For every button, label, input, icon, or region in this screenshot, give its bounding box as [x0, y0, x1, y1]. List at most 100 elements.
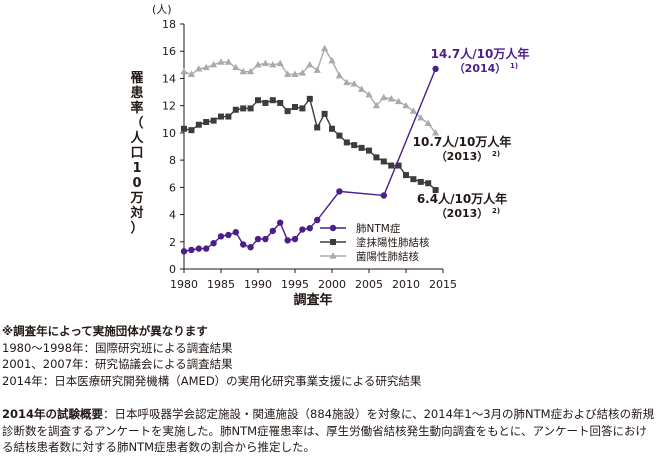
data-point: [403, 172, 409, 179]
data-point: [343, 139, 350, 146]
annotation-footnote: 2): [492, 150, 500, 158]
data-point: [388, 162, 395, 169]
data-point: [247, 244, 254, 251]
annotation-value: 10.7人/10万人年: [413, 134, 512, 149]
data-point: [321, 44, 329, 52]
data-point: [424, 119, 432, 126]
data-point: [254, 235, 262, 243]
x-tick-label: 2000: [318, 278, 346, 291]
data-point: [365, 90, 373, 98]
x-tick-label: 2015: [429, 278, 457, 291]
legend-label: 肺NTM症: [356, 222, 401, 235]
legend-label: 塗抹陽性肺結核: [356, 236, 430, 249]
data-point: [217, 233, 225, 240]
series-line: [183, 68, 437, 252]
data-point: [203, 245, 210, 252]
y-unit-label: (人): [152, 3, 172, 16]
legend-label: 菌陽性肺結核: [356, 250, 419, 263]
data-point: [188, 246, 195, 254]
data-point: [195, 245, 202, 252]
data-point: [217, 58, 225, 65]
data-point: [247, 105, 254, 112]
legend-marker: [330, 239, 336, 245]
data-point: [380, 158, 387, 165]
data-point: [188, 127, 195, 134]
data-point: [240, 105, 247, 112]
y-axis-title-char: 罹: [130, 71, 143, 86]
data-point: [210, 239, 217, 247]
data-point: [240, 241, 247, 248]
series-circle: [180, 65, 439, 255]
data-point: [210, 117, 217, 124]
y-axis-title-char: 対: [129, 205, 143, 221]
y-axis-title-char: 率: [130, 100, 143, 116]
data-point: [336, 188, 343, 195]
x-tick-label: 2010: [392, 278, 420, 291]
value-annotation: 10.7人/10万人年（2013） 2): [413, 134, 512, 163]
data-point: [306, 95, 313, 102]
y-tick-label: 18: [162, 18, 176, 31]
notes-line: 1980〜1998年：国際研究班による調査結果: [2, 340, 233, 355]
data-point: [372, 101, 380, 109]
y-tick-label: 4: [169, 209, 176, 222]
data-point: [284, 108, 291, 115]
y-tick-label: 8: [169, 154, 176, 167]
data-point: [299, 226, 306, 233]
y-axis-title-char: 0: [132, 176, 141, 191]
data-point: [247, 67, 255, 75]
data-point: [269, 61, 277, 68]
data-point: [314, 124, 321, 131]
data-point: [195, 65, 203, 72]
data-point: [254, 61, 262, 68]
data-point: [328, 56, 336, 64]
annotation-footnote: 1): [510, 62, 518, 70]
y-axis-title-char: 1: [132, 161, 141, 176]
data-point: [218, 113, 224, 120]
data-point: [232, 63, 240, 71]
annotation-value: 6.4人/10万人年: [417, 191, 507, 206]
series-triangle: [180, 44, 440, 136]
data-point: [291, 235, 299, 243]
data-point: [180, 248, 188, 255]
data-point: [329, 125, 335, 132]
data-point: [195, 121, 202, 128]
data-point: [291, 70, 299, 77]
data-point: [335, 71, 343, 79]
data-point: [358, 85, 366, 92]
annotation-year: （2013）: [436, 207, 489, 220]
value-annotation: 14.7人/10万人年（2014） 1): [431, 46, 530, 75]
data-point: [432, 187, 439, 194]
data-point: [432, 65, 439, 73]
y-tick-label: 12: [162, 100, 176, 113]
data-point: [380, 192, 387, 199]
data-point: [395, 97, 403, 105]
data-point: [262, 99, 269, 106]
data-point: [299, 105, 306, 112]
annotation-footnote: 2): [492, 207, 500, 215]
survey-notes: ※調査年によって実施団体が異なります 1980〜1998年：国際研究班による調査…: [2, 323, 658, 389]
data-point: [224, 58, 232, 65]
data-point: [336, 132, 343, 139]
annotation-value: 14.7人/10万人年: [431, 46, 530, 61]
data-point: [321, 110, 328, 117]
data-point: [350, 80, 358, 87]
notes-heading: ※調査年によって実施団体が異なります: [2, 324, 208, 338]
summary-text: ：日本呼吸器学会認定施設・関連施設（884施設）を対象に、2014年1〜3月の肺…: [2, 407, 655, 454]
data-point: [262, 235, 269, 243]
x-axis-title: 調査年: [293, 292, 332, 308]
data-point: [269, 97, 276, 104]
data-point: [313, 66, 321, 73]
y-tick-label: 14: [162, 72, 176, 85]
y-tick-label: 16: [162, 45, 176, 58]
y-tick-label: 10: [162, 127, 176, 140]
data-point: [276, 59, 284, 67]
data-point: [366, 147, 372, 154]
notes-line: 2001、2007年：研究協議会による調査結果: [2, 357, 233, 371]
data-point: [306, 224, 313, 232]
data-point: [203, 119, 210, 125]
legend-marker: [329, 252, 337, 259]
data-point: [417, 178, 424, 185]
